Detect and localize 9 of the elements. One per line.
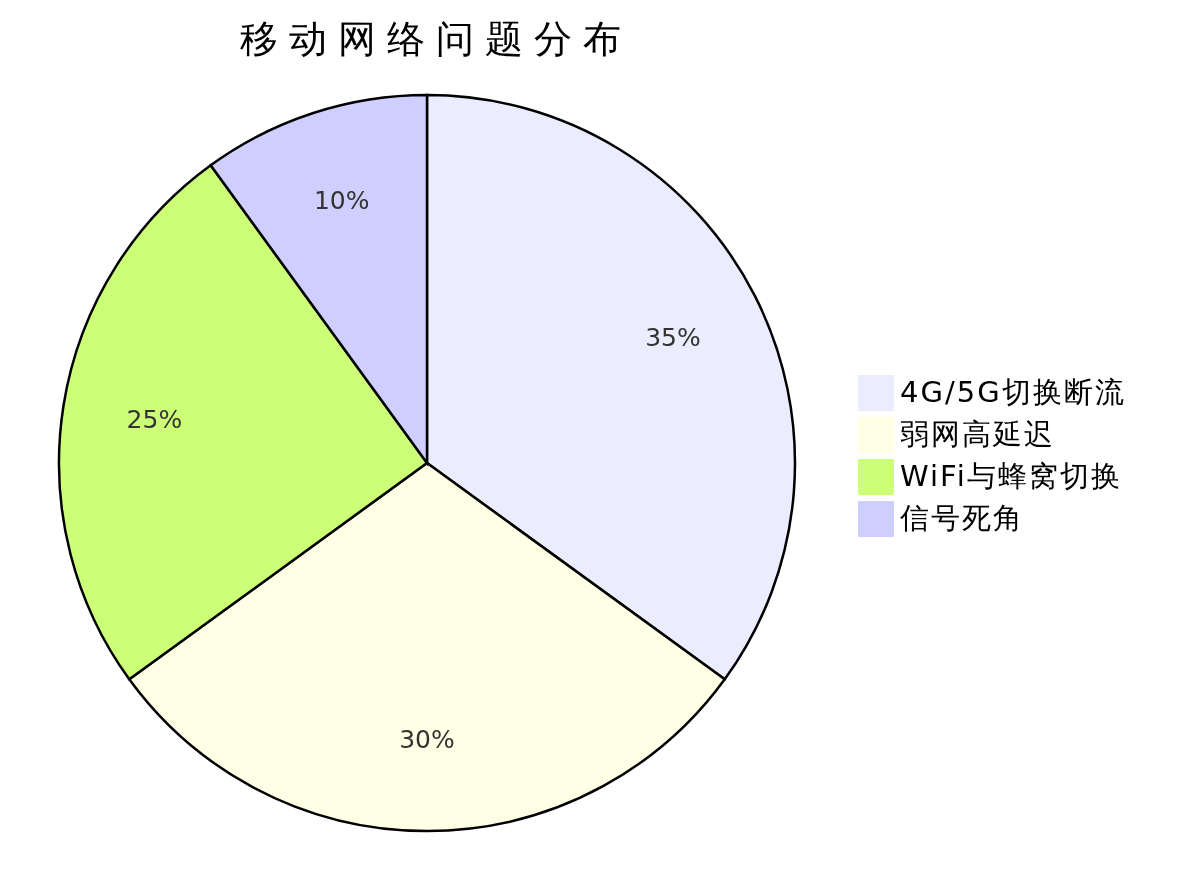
- legend-label: 弱网高延迟: [900, 416, 1055, 453]
- data-label: 30%: [399, 724, 455, 754]
- legend-label: WiFi与蜂窝切换: [900, 458, 1122, 495]
- data-label: 35%: [645, 323, 701, 353]
- chart-title: 移动网络问题分布: [239, 16, 633, 63]
- legend-label: 信号死角: [900, 500, 1024, 537]
- data-label: 10%: [313, 186, 370, 216]
- legend-label: 4G/5G切换断流: [900, 374, 1126, 411]
- data-label: 25%: [126, 405, 183, 435]
